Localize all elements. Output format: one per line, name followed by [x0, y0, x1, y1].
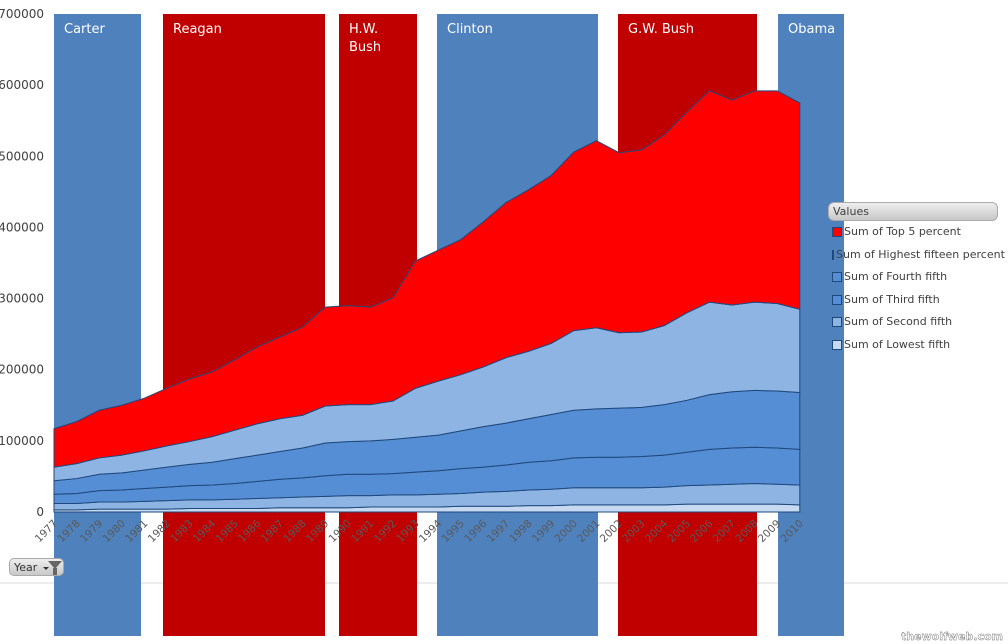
- legend-item: Sum of Second fifth: [828, 311, 1000, 334]
- president-label: Clinton: [447, 22, 493, 37]
- legend-swatch: [832, 294, 842, 305]
- y-tick-label: 600000: [0, 78, 44, 92]
- president-label: H.W.: [349, 22, 378, 37]
- legend-swatch: [832, 339, 842, 350]
- y-tick-label: 400000: [0, 220, 44, 234]
- watermark: thewolfweb.com: [901, 630, 1003, 643]
- legend-swatch: [832, 317, 842, 328]
- legend-item: Sum of Top 5 percent: [828, 221, 1000, 244]
- legend-label: Sum of Third fifth: [844, 292, 940, 306]
- legend-item: Sum of Fourth fifth: [828, 266, 1000, 289]
- band-reagan: [163, 14, 325, 636]
- legend-item: Sum of Third fifth: [828, 289, 1000, 312]
- y-tick-label: 300000: [0, 292, 44, 306]
- legend-swatch: [832, 227, 842, 238]
- president-label: G.W. Bush: [628, 22, 694, 37]
- legend: Values Sum of Top 5 percent Sum of Highes…: [828, 202, 1005, 357]
- legend-label: Sum of Top 5 percent: [844, 225, 961, 238]
- legend-label: Sum of Second fifth: [844, 315, 953, 328]
- legend-label: Sum of Highest fifteen percent: [836, 247, 1005, 261]
- area-series-5: [53, 90, 801, 468]
- president-label: Reagan: [173, 22, 222, 37]
- legend-swatch: [832, 272, 842, 283]
- y-tick-label: 700000: [0, 7, 44, 21]
- legend-item: Sum of Highest fifteen percent: [828, 244, 1005, 267]
- legend-item: Sum of Lowest fifth: [828, 334, 1000, 357]
- y-tick-label: 500000: [0, 149, 44, 163]
- president-label: Obama: [788, 22, 835, 37]
- band-carter: [54, 14, 141, 636]
- legend-label: Sum of Lowest fifth: [844, 337, 951, 351]
- year-filter-button[interactable]: Year: [9, 558, 64, 576]
- y-tick-label: 100000: [0, 434, 44, 448]
- president-label: Carter: [64, 22, 105, 37]
- y-tick-label: 200000: [0, 363, 44, 377]
- y-tick-label: 0: [36, 505, 44, 519]
- legend-swatch: [832, 249, 834, 260]
- legend-label: Sum of Fourth fifth: [844, 270, 948, 283]
- dropdown-arrow-icon: [43, 567, 49, 570]
- filter-funnel-icon: [48, 561, 62, 575]
- president-label: Bush: [349, 40, 381, 55]
- year-filter-label: Year: [14, 561, 38, 574]
- legend-title[interactable]: Values: [828, 202, 998, 221]
